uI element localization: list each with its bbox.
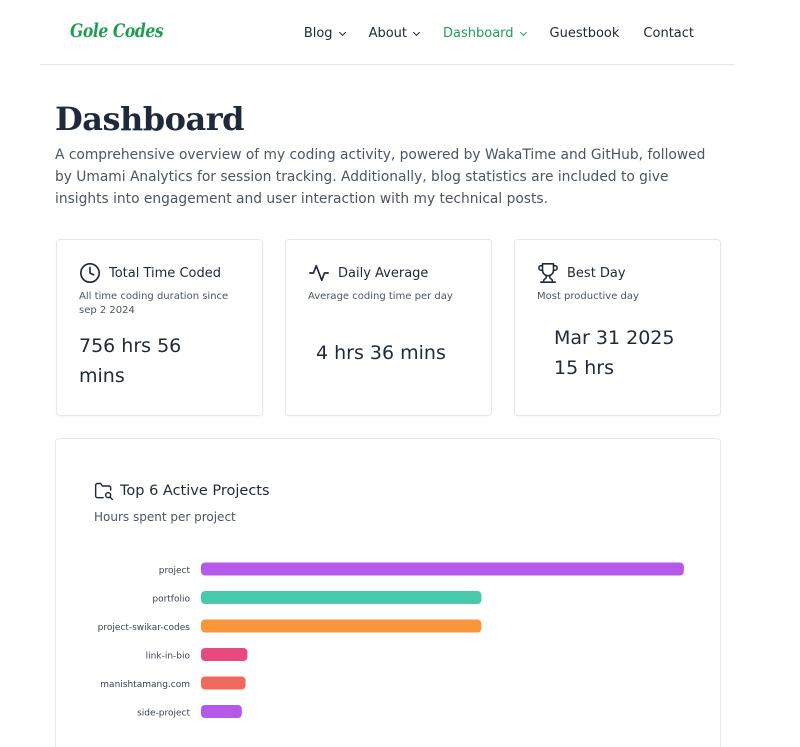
chevron-down-icon xyxy=(519,28,527,36)
stat-value-line: 15 hrs xyxy=(554,357,614,379)
bar-manishtamang-com[interactable] xyxy=(201,676,246,690)
nav-item-dashboard[interactable]: Dashboard xyxy=(443,26,527,41)
stat-card-header: Total Time Coded xyxy=(79,262,221,284)
site-header: Gole Codes Blog About Dashboard Guestboo… xyxy=(40,0,735,65)
projects-bar-chart: project portfolio project-swikar-codes link… xyxy=(98,562,684,719)
main-nav: Blog About Dashboard Guestbook Contact xyxy=(280,26,694,41)
clock-icon xyxy=(80,263,100,283)
bar-project[interactable] xyxy=(201,562,684,576)
bar-project-swikar-codes[interactable] xyxy=(201,619,482,633)
nav-item-label: Contact xyxy=(643,26,694,41)
chevron-down-icon xyxy=(338,28,346,36)
site-logo[interactable]: Gole Codes xyxy=(70,20,164,42)
nav-item-label: Guestbook xyxy=(549,26,620,41)
stat-card-subtitle: Most productive day xyxy=(537,291,639,302)
stat-card-best-day: Best Day Most productive day Mar 31 2025… xyxy=(514,239,721,416)
bar-link-in-bio[interactable] xyxy=(201,648,248,661)
stat-value-line: Mar 31 2025 xyxy=(554,327,675,349)
stat-card-subtitle: All time coding duration since sep 2 202… xyxy=(79,291,229,316)
stat-card-header: Daily Average xyxy=(308,262,428,284)
stat-value-line: 4 hrs 36 mins xyxy=(316,342,446,364)
stat-card-subtitle: Average coding time per day xyxy=(308,291,453,302)
nav-item-label: Blog xyxy=(303,26,333,41)
nav-item-guestbook[interactable]: Guestbook xyxy=(550,26,620,41)
nav-item-label: About xyxy=(368,26,408,41)
stat-card-value: 4 hrs 36 mins xyxy=(316,338,446,368)
stat-card-value: 756 hrs 56 mins xyxy=(79,331,181,391)
page-title: Dashboard xyxy=(55,100,244,138)
chevron-down-icon xyxy=(412,28,421,36)
stat-card-daily-average: Daily Average Average coding time per da… xyxy=(285,239,492,416)
bar-label: portfolio xyxy=(152,595,190,605)
projects-card-header: Top 6 Active Projects xyxy=(94,481,270,501)
trophy-icon xyxy=(538,263,558,283)
activity-icon xyxy=(309,264,329,282)
projects-card: Top 6 Active Projects Hours spent per pr… xyxy=(55,438,721,747)
stat-value-line: mins xyxy=(79,365,125,387)
bar-label: link-in-bio xyxy=(146,652,191,662)
stat-card-title: Daily Average xyxy=(338,265,429,281)
nav-item-contact[interactable]: Contact xyxy=(643,26,694,41)
bar-label: project-swikar-codes xyxy=(98,623,191,633)
stat-card-value: Mar 31 2025 15 hrs xyxy=(554,323,674,383)
nav-item-about[interactable]: About xyxy=(368,26,421,41)
bar-label: project xyxy=(159,566,191,576)
stat-card-title: Total Time Coded xyxy=(109,265,221,281)
bar-side-project[interactable] xyxy=(201,705,242,718)
stat-card-total-time: Total Time Coded All time coding duratio… xyxy=(56,239,263,416)
bar-label: side-project xyxy=(137,709,190,719)
bar-label: manishtamang.com xyxy=(100,680,190,690)
stat-value-line: 756 hrs 56 xyxy=(79,335,182,357)
page-description: A comprehensive overview of my coding ac… xyxy=(55,147,706,207)
projects-card-title: Top 6 Active Projects xyxy=(120,483,270,499)
stat-card-header: Best Day xyxy=(537,262,626,284)
folder-icon xyxy=(94,482,114,501)
nav-item-label: Dashboard xyxy=(443,26,514,41)
bar-portfolio[interactable] xyxy=(201,591,482,604)
projects-card-subtitle: Hours spent per project xyxy=(94,510,236,524)
stat-card-title: Best Day xyxy=(567,265,626,281)
nav-item-blog[interactable]: Blog xyxy=(303,26,346,41)
